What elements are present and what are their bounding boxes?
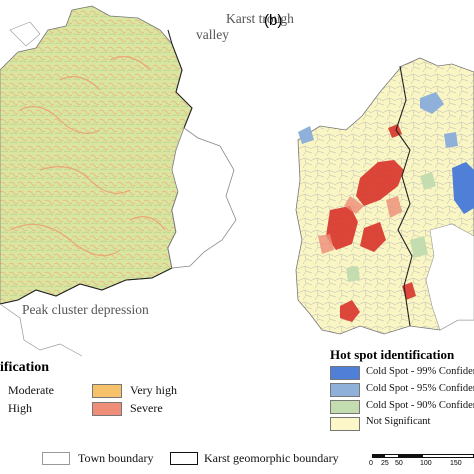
scale-bar-graphic <box>372 454 474 458</box>
panel-a-blank-region <box>167 127 237 269</box>
karst-boundary-line-b <box>395 65 413 327</box>
panel-b-blank-region <box>425 223 474 331</box>
legend-item-severe: Severe <box>130 401 163 415</box>
panel-a-textured-region <box>0 5 193 305</box>
scale-tick-150: 150 <box>450 460 462 467</box>
karst-boundary-line-a1 <box>167 29 193 129</box>
legend-swatch-very-high <box>92 384 122 398</box>
panel-a-map <box>0 5 237 357</box>
scale-tick-50: 50 <box>395 460 403 467</box>
town-boundary-label: Town boundary <box>78 451 154 465</box>
panel-b-legend-title: Hot spot identification <box>330 347 455 362</box>
annotation-karst-valley: valley <box>196 27 229 42</box>
legend-swatch-cold-99 <box>330 366 360 380</box>
legend-swatch-cold-95 <box>330 383 360 397</box>
panel-a-outline-bottom <box>0 303 83 357</box>
panel-a-severity-streaks <box>9 56 166 257</box>
karst-boundary-label: Karst geomorphic boundary <box>204 451 339 465</box>
panel-a-outline-top <box>9 21 41 47</box>
legend-item-very-high: Very high <box>130 383 177 397</box>
panel-a-legend-title: ification <box>0 360 49 375</box>
scale-tick-0: 0 <box>369 460 373 467</box>
legend-swatch-severe <box>92 402 122 416</box>
legend-swatch-not-significant <box>330 417 360 431</box>
legend-swatch-cold-90 <box>330 400 360 414</box>
legend-item-high: High <box>8 401 32 415</box>
panel-b-label: (b) <box>264 12 283 29</box>
coldspots-blue <box>298 92 474 214</box>
town-boundary-swatch <box>42 452 70 465</box>
annotation-peak-cluster: Peak cluster depression <box>22 302 149 317</box>
scale-tick-25: 25 <box>381 460 389 467</box>
legend-item-cold-99: Cold Spot - 99% Confiden <box>366 366 474 377</box>
legend-item-moderate: Moderate <box>8 383 54 397</box>
hotspots-red <box>326 124 416 322</box>
legend-item-cold-95: Cold Spot - 95% Confiden <box>366 383 474 394</box>
karst-boundary-swatch <box>170 452 198 465</box>
annotation-karst-trough: Karst trough <box>226 11 294 26</box>
hotspots-pink <box>318 196 402 254</box>
coldspots-green <box>346 172 436 282</box>
panel-b-map <box>295 57 474 335</box>
legend-item-not-significant: Not Significant <box>366 416 431 427</box>
scale-tick-100: 100 <box>420 460 432 467</box>
legend-item-cold-90: Cold Spot - 90% Confiden <box>366 400 474 411</box>
